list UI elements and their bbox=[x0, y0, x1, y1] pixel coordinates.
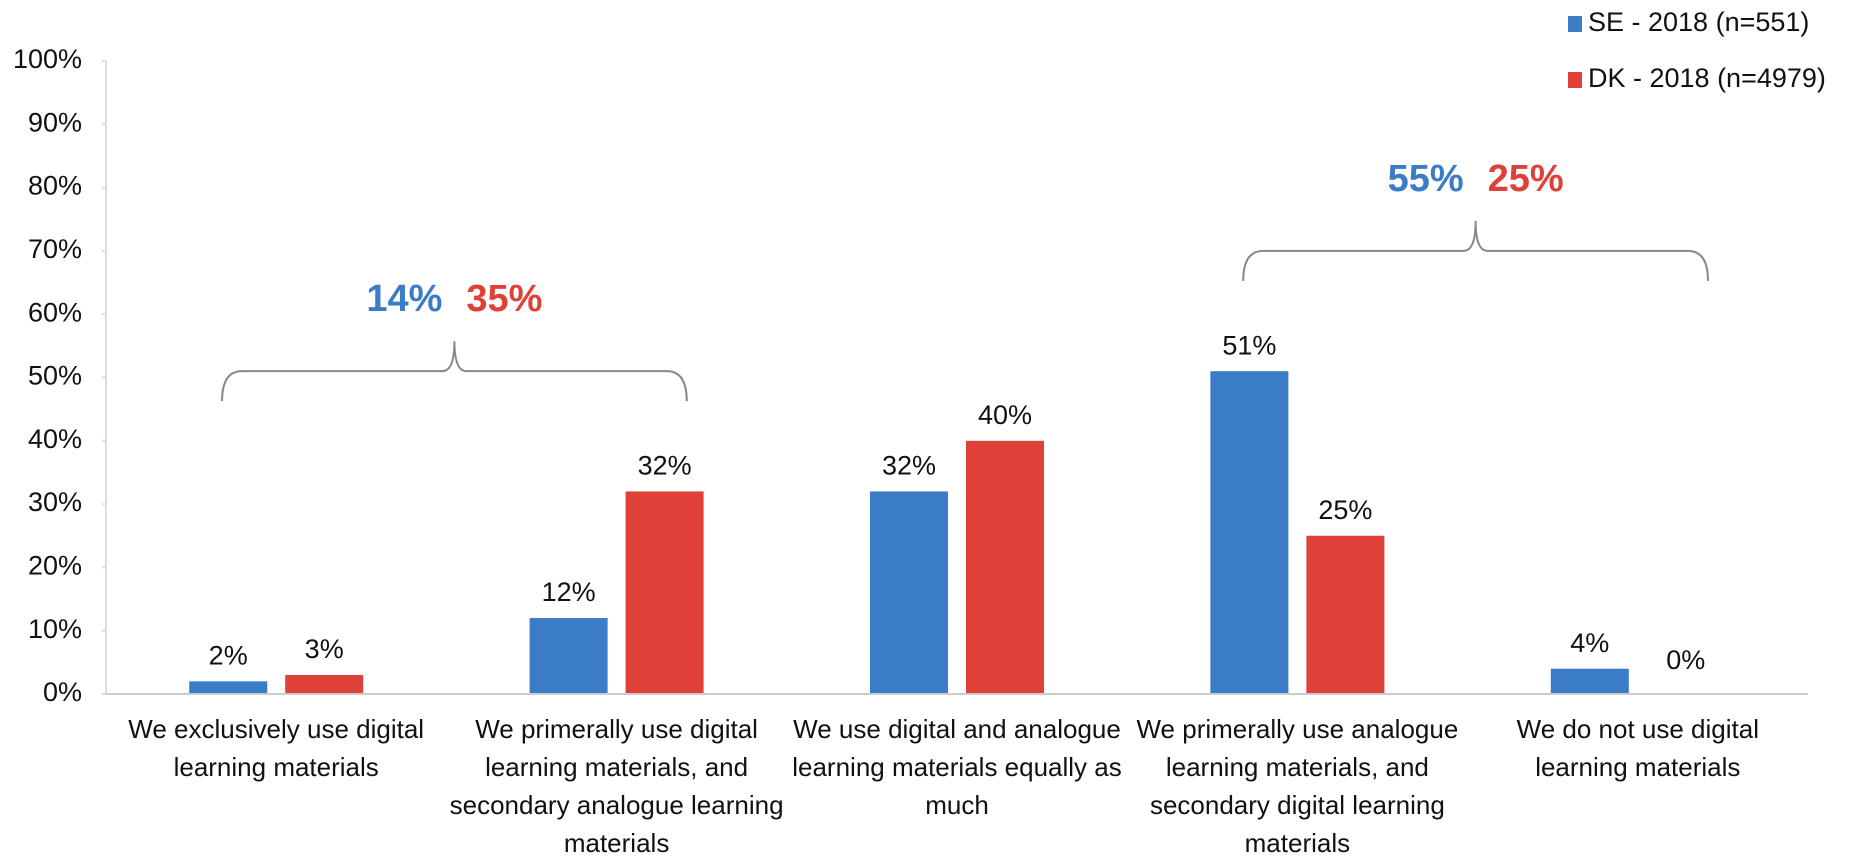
y-tick-label: 10% bbox=[28, 614, 82, 644]
bar bbox=[285, 675, 364, 694]
legend-label: DK - 2018 (n=4979) bbox=[1588, 63, 1826, 93]
legend-swatch bbox=[1568, 16, 1582, 32]
data-label: 4% bbox=[1570, 628, 1609, 658]
y-tick-label: 50% bbox=[28, 361, 82, 391]
data-label: 32% bbox=[882, 451, 936, 481]
bar bbox=[625, 491, 704, 694]
data-label: 40% bbox=[978, 400, 1032, 430]
x-tick-label: We use digital and analogue learning mat… bbox=[792, 714, 1122, 820]
x-tick-label: We primerally use analogue learning mate… bbox=[1136, 714, 1459, 858]
y-tick-label: 40% bbox=[28, 424, 82, 454]
y-tick-label: 70% bbox=[28, 234, 82, 264]
bar bbox=[870, 491, 948, 694]
data-label: 0% bbox=[1666, 645, 1705, 675]
y-tick-label: 90% bbox=[28, 107, 82, 137]
legend-swatch bbox=[1568, 72, 1582, 88]
y-tick-label: 80% bbox=[28, 171, 82, 201]
bar bbox=[529, 618, 608, 694]
data-label: 51% bbox=[1222, 330, 1276, 360]
annotation: 14% bbox=[366, 278, 442, 320]
x-tick-label: We exclusively use digital learning mate… bbox=[128, 714, 425, 782]
data-label: 2% bbox=[209, 640, 248, 670]
bar bbox=[1550, 668, 1629, 694]
data-label: 25% bbox=[1318, 495, 1372, 525]
y-tick-label: 30% bbox=[28, 487, 82, 517]
y-tick-label: 20% bbox=[28, 551, 82, 581]
y-tick-label: 0% bbox=[43, 677, 82, 707]
y-tick-label: 100% bbox=[13, 44, 82, 74]
data-label: 3% bbox=[305, 634, 344, 664]
bar bbox=[966, 440, 1044, 694]
y-tick-label: 60% bbox=[28, 297, 82, 327]
bar bbox=[1210, 371, 1289, 694]
bar bbox=[189, 681, 268, 694]
data-label: 32% bbox=[638, 451, 692, 481]
x-tick-label: We primerally use digital learning mater… bbox=[449, 714, 784, 858]
bracket bbox=[1242, 220, 1709, 281]
bar bbox=[1306, 535, 1385, 694]
x-tick-label: We do not use digital learning materials bbox=[1516, 714, 1759, 782]
annotation: 25% bbox=[1488, 158, 1564, 200]
bracket bbox=[221, 341, 688, 402]
legend-label: SE - 2018 (n=551) bbox=[1588, 7, 1809, 37]
data-label: 12% bbox=[542, 577, 596, 607]
annotation: 35% bbox=[466, 278, 542, 320]
annotation: 55% bbox=[1388, 158, 1464, 200]
